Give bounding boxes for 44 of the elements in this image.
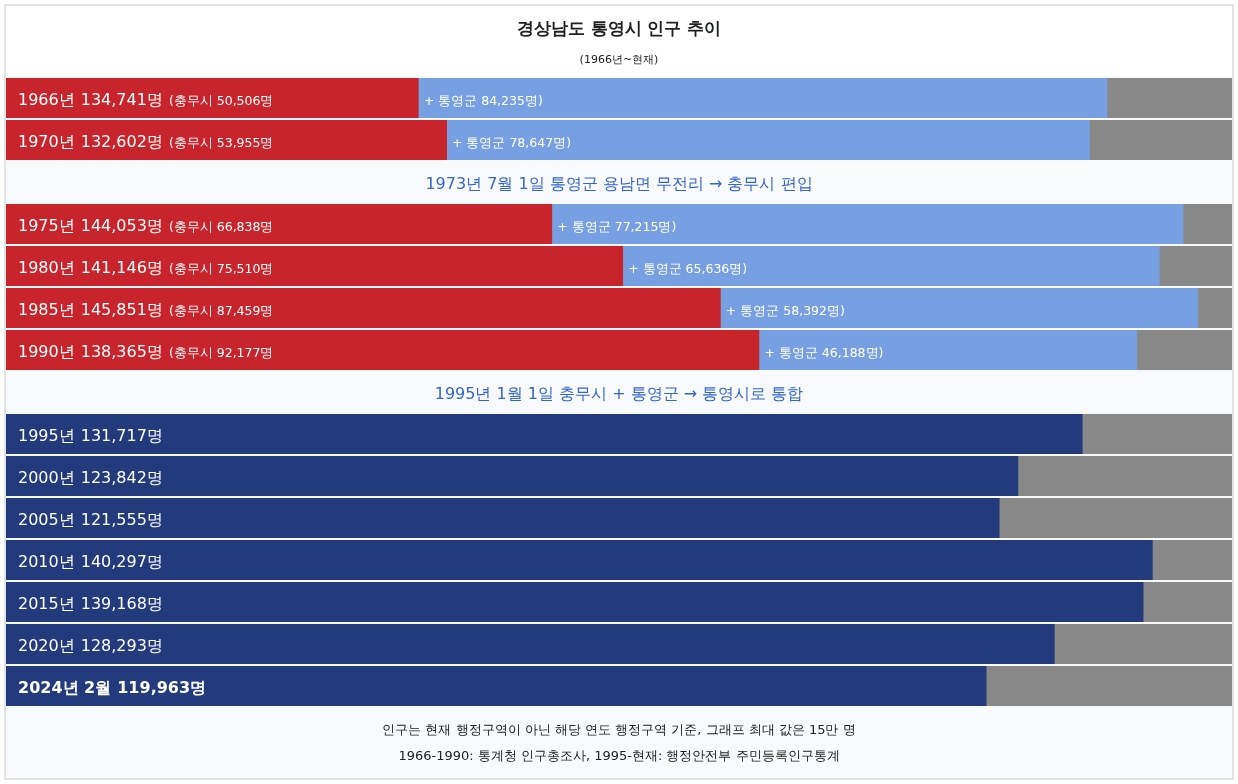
data-label: + 통영군 84,235명) <box>423 93 543 108</box>
total-label: 144,053명 <box>80 216 163 235</box>
total-label: 121,555명 <box>80 510 163 529</box>
total-label: 139,168명 <box>80 594 163 613</box>
y-tick-label: 2010년 <box>18 552 75 571</box>
data-label: + 통영군 46,188명) <box>764 345 884 360</box>
chart-subtitle: (1966년~현재) <box>579 53 659 66</box>
data-label: + 통영군 78,647명) <box>451 135 572 150</box>
total-label: 134,741명 <box>80 90 163 109</box>
total-label: 145,851명 <box>80 300 163 319</box>
text: 1966-1990: 통계청 인구총조사, 1995-현재: 행정안전부 주민등록인구통계 <box>398 748 840 763</box>
y-tick-label: 1990년 <box>18 342 75 361</box>
total-label: 140,297명 <box>80 552 163 571</box>
y-tick-label: 1970년 <box>18 132 75 151</box>
y-tick-label: 1975년 <box>18 216 75 235</box>
y-tick-label: 2020년 <box>18 636 75 655</box>
y-tick-label: 2000년 <box>18 468 75 487</box>
data-label: (충무시 92,177명 <box>168 345 274 360</box>
y-tick-label: 1995년 <box>18 426 75 445</box>
data-label: (충무시 75,510명 <box>168 261 274 276</box>
total-label: 132,602명 <box>80 132 163 151</box>
chart-title: 경상남도 통영시 인구 추이 <box>516 18 722 38</box>
y-tick-label: 2015년 <box>18 594 75 613</box>
total-label: 138,365명 <box>80 342 163 361</box>
total-label: 141,146명 <box>80 258 163 277</box>
total-label: 131,717명 <box>80 426 163 445</box>
y-tick-label: 1980년 <box>18 258 75 277</box>
y-tick-label: 1966년 <box>18 90 75 109</box>
text: 인구는 현재 행정구역이 아닌 해당 연도 행정구역 기준, 그래프 최대 값은 15만 명 <box>382 722 856 737</box>
total-label: 119,963명 <box>117 678 207 697</box>
data-label: (충무시 87,459명 <box>168 303 274 318</box>
total-label: 128,293명 <box>80 636 163 655</box>
annotation: 1995년 1월 1일 충무시 + 통영군 → 통영시로 통합 <box>434 384 804 403</box>
data-label: (충무시 50,506명 <box>168 93 274 108</box>
total-label: 123,842명 <box>80 468 163 487</box>
data-label: (충무시 66,838명 <box>168 219 274 234</box>
y-tick-label: 2024년 2월 <box>18 678 112 697</box>
data-label: (충무시 53,955명 <box>168 135 274 150</box>
data-label: + 통영군 58,392명) <box>725 303 845 318</box>
data-label: + 통영군 65,636명) <box>628 261 748 276</box>
data-label: + 통영군 77,215명) <box>557 219 677 234</box>
y-tick-label: 1985년 <box>18 300 75 319</box>
y-tick-label: 2005년 <box>18 510 75 529</box>
annotation: 1973년 7월 1일 통영군 용남면 무전리 → 충무시 편입 <box>425 174 813 193</box>
